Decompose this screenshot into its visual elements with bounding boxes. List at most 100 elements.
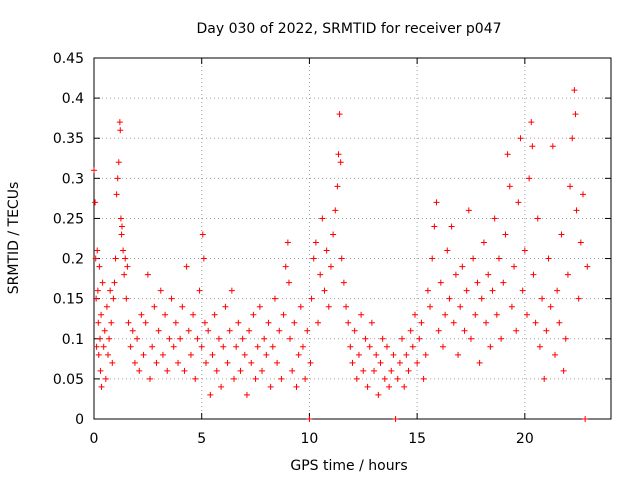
y-axis-label: SRMTID / TECUs xyxy=(6,182,22,295)
data-point xyxy=(312,239,319,246)
data-point xyxy=(377,359,384,366)
data-point xyxy=(271,295,278,302)
data-point xyxy=(582,416,589,422)
data-point xyxy=(98,383,105,390)
data-point xyxy=(375,391,382,398)
axis-ticks xyxy=(93,57,611,420)
data-point xyxy=(446,295,453,302)
x-axis-label: GPS time / hours xyxy=(290,458,407,474)
data-point xyxy=(121,271,128,278)
data-point xyxy=(549,143,556,150)
data-point xyxy=(241,351,248,358)
data-point xyxy=(373,351,380,358)
data-point xyxy=(192,375,199,382)
data-point xyxy=(429,255,436,262)
data-point xyxy=(201,319,208,326)
data-point xyxy=(166,335,173,342)
data-point xyxy=(194,335,201,342)
data-point xyxy=(122,255,129,262)
data-point xyxy=(457,303,464,310)
data-point xyxy=(579,191,586,198)
data-point xyxy=(558,231,565,238)
plot-frame xyxy=(93,57,612,420)
data-point xyxy=(381,375,388,382)
data-point xyxy=(142,319,149,326)
data-point xyxy=(267,383,274,390)
data-point xyxy=(474,279,481,286)
data-point xyxy=(164,367,171,374)
data-point xyxy=(444,247,451,254)
data-point xyxy=(177,335,184,342)
data-point xyxy=(293,383,300,390)
data-point xyxy=(379,335,386,342)
data-point xyxy=(463,287,470,294)
data-point xyxy=(554,287,561,294)
data-point xyxy=(366,343,373,350)
data-point xyxy=(435,327,442,334)
data-point xyxy=(526,175,533,182)
data-point xyxy=(506,183,513,190)
data-point xyxy=(567,183,574,190)
data-point xyxy=(151,303,158,310)
data-point xyxy=(110,295,117,302)
data-point xyxy=(308,295,315,302)
data-point xyxy=(213,367,220,374)
data-point xyxy=(442,311,449,318)
data-point xyxy=(196,287,203,294)
data-point xyxy=(276,327,283,334)
data-point xyxy=(198,343,205,350)
data-point xyxy=(371,367,378,374)
data-point xyxy=(183,263,190,270)
chart-title: Day 030 of 2022, SRMTID for receiver p04… xyxy=(196,21,501,37)
data-point xyxy=(168,295,175,302)
data-point xyxy=(528,119,535,126)
data-point xyxy=(233,343,240,350)
data-point xyxy=(489,287,496,294)
data-point xyxy=(523,311,530,318)
data-point xyxy=(392,416,399,422)
y-tick-label: 0.1 xyxy=(62,332,84,348)
data-point xyxy=(187,351,194,358)
data-point xyxy=(95,351,102,358)
data-point xyxy=(291,319,298,326)
data-point xyxy=(226,327,233,334)
data-point xyxy=(439,343,446,350)
data-point xyxy=(100,343,107,350)
grid xyxy=(94,58,611,419)
data-point xyxy=(153,359,160,366)
data-point xyxy=(386,383,393,390)
x-tick-label: 10 xyxy=(301,431,319,447)
data-point xyxy=(239,335,246,342)
data-point xyxy=(114,175,121,182)
data-point xyxy=(207,391,214,398)
data-point xyxy=(304,327,311,334)
data-point xyxy=(105,351,112,358)
data-point xyxy=(349,359,356,366)
data-point xyxy=(422,351,429,358)
data-point xyxy=(92,199,99,206)
data-point xyxy=(297,303,304,310)
data-point xyxy=(478,295,485,302)
data-point xyxy=(519,287,526,294)
data-point xyxy=(115,159,122,166)
data-point xyxy=(140,351,147,358)
data-point xyxy=(120,247,127,254)
data-point xyxy=(222,303,229,310)
data-point xyxy=(185,327,192,334)
data-point xyxy=(302,375,309,382)
data-point xyxy=(543,327,550,334)
data-point xyxy=(179,303,186,310)
data-point xyxy=(289,367,296,374)
data-point xyxy=(351,327,358,334)
data-point xyxy=(504,151,511,158)
data-point xyxy=(263,351,270,358)
data-point xyxy=(149,343,156,350)
data-point xyxy=(131,359,138,366)
data-point xyxy=(144,271,151,278)
data-point xyxy=(545,255,552,262)
data-point xyxy=(455,351,462,358)
data-point xyxy=(284,239,291,246)
data-markers xyxy=(91,87,591,422)
data-point xyxy=(323,247,330,254)
data-point xyxy=(534,215,541,222)
